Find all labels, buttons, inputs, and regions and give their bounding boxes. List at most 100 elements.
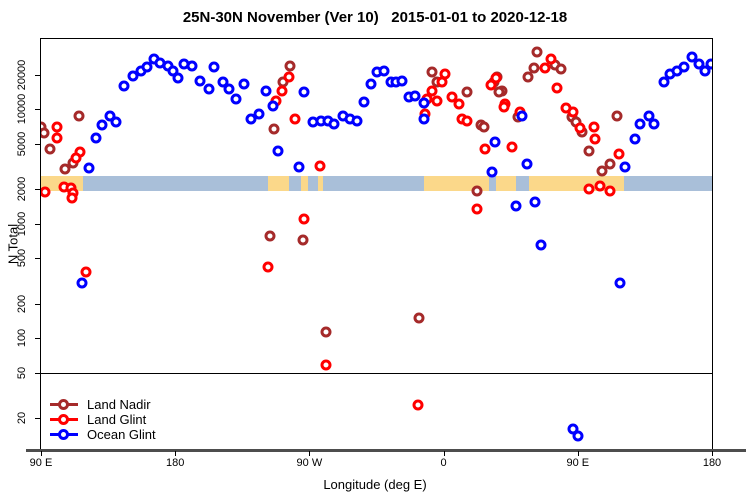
map-strip-land [318,176,324,191]
data-point [208,61,220,73]
data-point [298,86,310,98]
data-point [446,91,458,103]
data-point [574,122,586,134]
data-point [551,82,563,94]
data-point [328,118,340,130]
y-tick-label: 500 [16,248,28,268]
land-nadir-marker-icon [50,399,78,410]
data-point [223,83,235,95]
legend-item-land-nadir: Land Nadir [50,397,156,412]
data-point [314,160,326,172]
data-point [320,326,332,338]
data-point [320,359,332,371]
data-point [471,185,483,197]
data-point [555,63,567,75]
data-point [572,430,584,442]
legend-item-land-glint: Land Glint [50,412,156,427]
legend-label: Land Nadir [87,397,151,412]
map-strip-ocean [488,176,496,191]
reference-line-n50 [41,372,712,374]
data-point [358,96,370,108]
data-point [90,132,102,144]
data-point [83,162,95,174]
data-point [66,192,78,204]
data-point [493,86,505,98]
y-tick-mark [35,223,41,225]
y-tick-label: 10000 [16,94,28,125]
x-tick-label: 0 [440,457,447,469]
y-tick-label: 200 [16,294,28,313]
data-point [73,110,85,122]
data-point [262,261,274,273]
x-tick-mark [309,451,311,456]
y-tick-label: 20 [16,411,28,425]
y-tick-mark [35,303,41,305]
land-glint-marker-icon [50,414,78,425]
y-tick-label: 50 [16,366,28,379]
data-point [59,163,71,175]
map-strip-ocean [623,176,712,191]
data-point [418,97,430,109]
data-point [41,186,51,198]
y-tick-label: 2000 [16,177,28,202]
data-point [634,118,646,130]
data-point [186,60,198,72]
data-point [699,65,711,77]
data-point [485,79,497,91]
y-tick-mark [35,109,41,111]
data-point [426,85,438,97]
data-point [522,71,534,83]
y-tick-label: 1000 [16,211,28,236]
data-point [611,110,623,122]
data-point [413,312,425,324]
x-tick-label: 90 E [566,457,590,469]
data-point [705,58,712,70]
map-strip-land [495,176,516,191]
y-tick-mark [35,143,41,145]
x-tick-mark [41,451,42,456]
data-point [510,200,522,212]
data-point [431,95,443,107]
data-point [44,143,56,155]
data-point [118,80,130,92]
data-point [378,65,390,77]
data-point [289,113,301,125]
data-point [461,115,473,127]
data-point [80,266,92,278]
data-point [678,61,690,73]
data-point [528,62,540,74]
x-tick-mark [577,451,579,456]
data-point [583,145,595,157]
legend: Land Nadir Land Glint Ocean Glint [50,397,156,442]
data-point [539,62,551,74]
x-tick-label: 180 [702,457,722,469]
data-point [479,143,491,155]
data-point [453,98,465,110]
data-point [267,100,279,112]
ocean-glint-marker-icon [50,429,78,440]
y-tick-mark [35,372,41,374]
data-point [619,161,631,173]
data-point [172,72,184,84]
data-point [70,152,82,164]
data-point [217,76,229,88]
data-point [76,277,88,289]
data-point [412,399,423,411]
data-point [589,133,601,145]
data-point [604,185,616,197]
data-point [260,85,272,97]
data-point [535,239,547,251]
map-strip-ocean [515,176,529,191]
data-point [629,133,641,145]
data-point [41,127,50,139]
data-point [194,75,206,87]
data-point [238,78,250,90]
data-point [276,85,288,97]
data-point [104,110,116,122]
data-point [588,121,600,133]
data-point [110,116,122,128]
data-point [298,213,310,225]
data-point [686,51,698,63]
y-tick-mark [35,75,41,76]
legend-label: Land Glint [87,412,147,427]
